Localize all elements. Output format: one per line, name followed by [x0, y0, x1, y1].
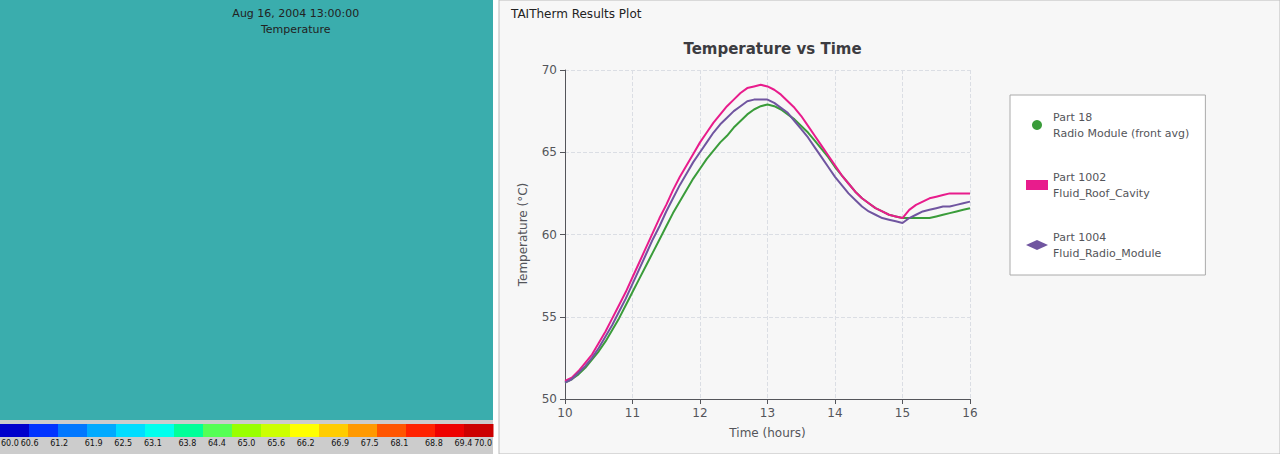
- svg-text:Aug 16, 2004 13:00:00: Aug 16, 2004 13:00:00: [232, 7, 359, 20]
- svg-text:11: 11: [625, 406, 640, 420]
- svg-text:60.6: 60.6: [21, 439, 39, 448]
- svg-text:12: 12: [692, 406, 707, 420]
- svg-text:70: 70: [542, 63, 557, 77]
- svg-text:50: 50: [542, 392, 557, 406]
- svg-text:55: 55: [542, 310, 557, 324]
- svg-text:Temperature: Temperature: [260, 23, 331, 36]
- svg-text:Part 18: Part 18: [1053, 111, 1092, 124]
- svg-text:Temperature (°C): Temperature (°C): [516, 183, 530, 288]
- svg-text:Temperature vs Time: Temperature vs Time: [683, 40, 861, 58]
- svg-text:Fluid_Roof_Cavity: Fluid_Roof_Cavity: [1053, 187, 1150, 200]
- svg-text:60.0: 60.0: [1, 439, 19, 448]
- svg-text:65.6: 65.6: [267, 439, 285, 448]
- svg-text:65: 65: [542, 145, 557, 159]
- svg-text:Fluid_Radio_Module: Fluid_Radio_Module: [1053, 247, 1162, 260]
- svg-text:TAITherm Results Plot: TAITherm Results Plot: [510, 7, 642, 21]
- svg-text:61.2: 61.2: [50, 439, 68, 448]
- svg-text:66.9: 66.9: [331, 439, 349, 448]
- svg-text:68.8: 68.8: [425, 439, 443, 448]
- svg-text:64.4: 64.4: [208, 439, 226, 448]
- svg-text:68.1: 68.1: [390, 439, 408, 448]
- svg-text:13: 13: [760, 406, 775, 420]
- svg-text:16: 16: [962, 406, 977, 420]
- svg-text:Part 1002: Part 1002: [1053, 171, 1106, 184]
- svg-text:14: 14: [827, 406, 842, 420]
- svg-text:Part 1004: Part 1004: [1053, 231, 1106, 244]
- svg-text:60: 60: [542, 228, 557, 242]
- svg-text:61.9: 61.9: [85, 439, 103, 448]
- svg-text:15: 15: [895, 406, 910, 420]
- svg-text:63.8: 63.8: [178, 439, 196, 448]
- svg-text:Radio Module (front avg): Radio Module (front avg): [1053, 127, 1189, 140]
- svg-text:Time (hours): Time (hours): [728, 426, 805, 440]
- svg-text:10: 10: [557, 406, 572, 420]
- svg-text:70.0: 70.0: [474, 439, 492, 448]
- svg-text:66.2: 66.2: [297, 439, 315, 448]
- svg-text:65.0: 65.0: [238, 439, 256, 448]
- svg-text:62.5: 62.5: [114, 439, 132, 448]
- svg-text:63.1: 63.1: [144, 439, 162, 448]
- svg-text:69.4: 69.4: [455, 439, 473, 448]
- svg-text:67.5: 67.5: [361, 439, 379, 448]
